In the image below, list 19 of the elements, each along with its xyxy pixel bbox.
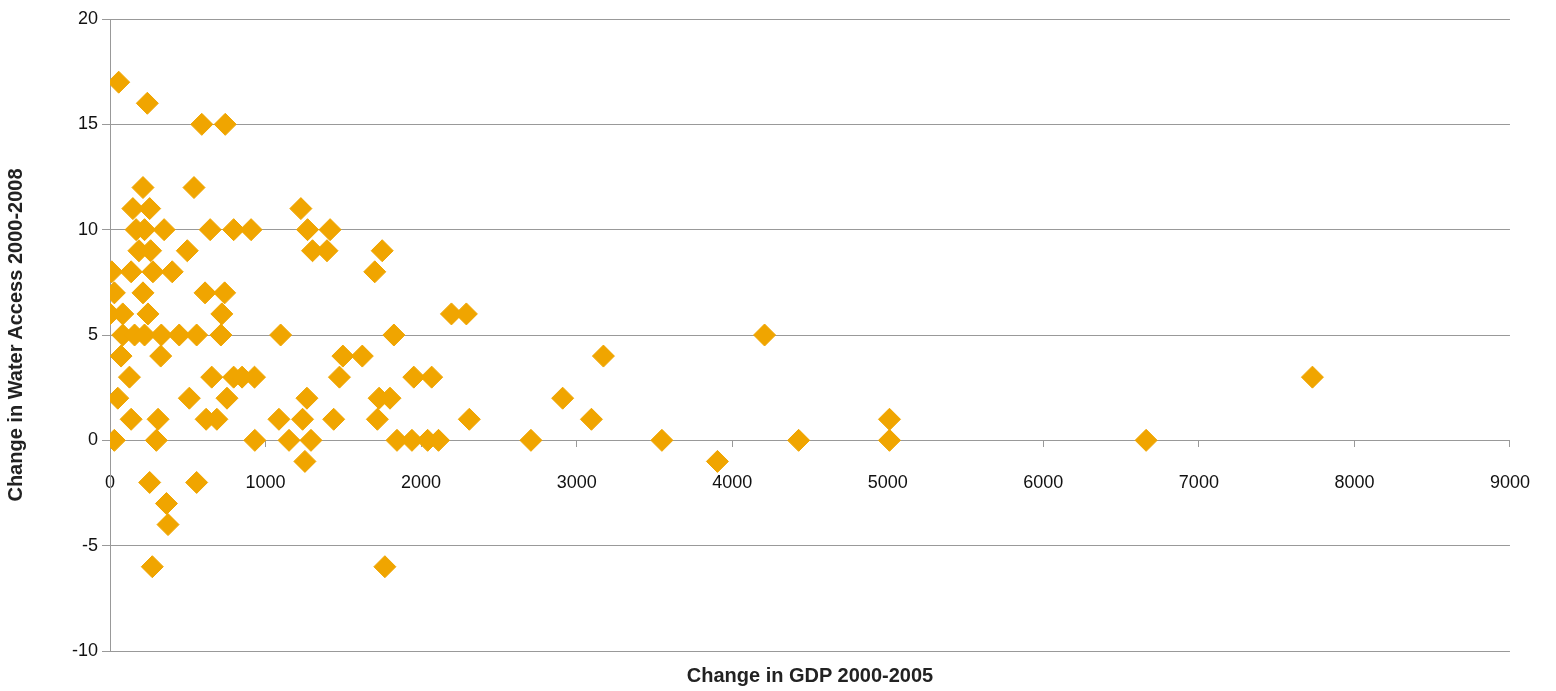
- y-axis-title: Change in Water Access 2000-2008: [3, 168, 26, 502]
- x-tick-label: 8000: [1334, 472, 1375, 493]
- x-tick-label: 4000: [712, 472, 753, 493]
- y-tick-label: 20: [77, 7, 98, 28]
- y-tick-label: 15: [77, 113, 98, 134]
- x-tick-label: 3000: [556, 472, 597, 493]
- x-tick-label: 0: [104, 472, 116, 493]
- y-tick-label: 0: [87, 429, 98, 450]
- y-tick-label: 5: [87, 323, 98, 344]
- x-tick-label: 9000: [1489, 472, 1530, 493]
- x-tick-label: 5000: [867, 472, 908, 493]
- x-tick-label: 2000: [401, 472, 442, 493]
- x-axis-title: Change in GDP 2000-2005: [686, 663, 934, 686]
- y-tick-label: 10: [77, 218, 98, 239]
- y-tick-label: -10: [71, 639, 98, 660]
- x-tick-label: 1000: [245, 472, 286, 493]
- x-tick-label: 7000: [1178, 472, 1219, 493]
- y-tick-label: -5: [81, 534, 98, 555]
- x-tick-label: 6000: [1023, 472, 1064, 493]
